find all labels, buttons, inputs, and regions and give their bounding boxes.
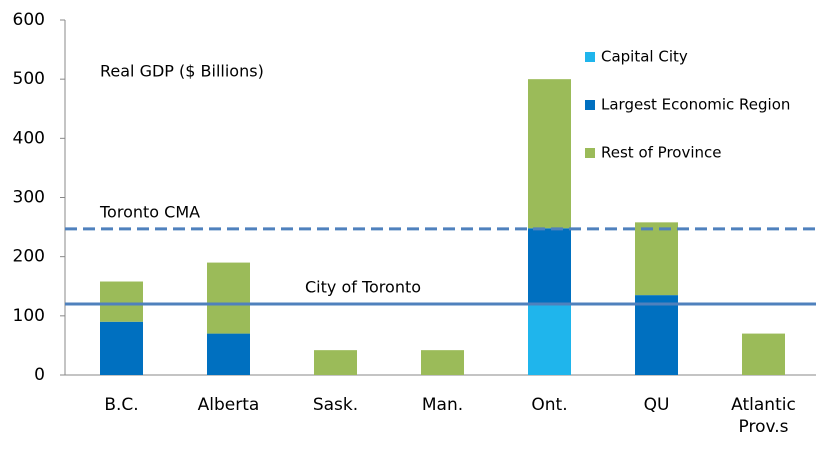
x-tick-label: Ont. xyxy=(531,395,568,415)
legend-label: Largest Economic Region xyxy=(601,96,790,114)
bar-segment xyxy=(528,304,571,375)
y-tick-label: 400 xyxy=(13,128,45,148)
bar-segment xyxy=(207,333,250,375)
reference-label: City of Toronto xyxy=(305,278,421,297)
bar-segment xyxy=(421,350,464,375)
legend-swatch xyxy=(585,100,595,110)
bar-segment xyxy=(314,350,357,375)
bar-segment xyxy=(528,228,571,304)
bar-segment xyxy=(528,79,571,229)
legend-swatch xyxy=(585,52,595,62)
legend-swatch xyxy=(585,148,595,158)
y-tick-label: 300 xyxy=(13,188,45,208)
chart-title: Real GDP ($ Billions) xyxy=(100,62,264,81)
reference-label: Toronto CMA xyxy=(99,202,200,221)
x-tick-label: Sask. xyxy=(312,395,359,415)
x-tick-label: QU xyxy=(643,395,670,415)
bar-segment xyxy=(100,321,143,375)
y-tick-label: 200 xyxy=(13,247,45,267)
bar-segment xyxy=(100,281,143,322)
legend-label: Capital City xyxy=(601,48,688,66)
x-tick-label: B.C. xyxy=(104,395,139,415)
bar-segment xyxy=(635,295,678,375)
bar-segment xyxy=(207,262,250,334)
bar-segment xyxy=(635,222,678,296)
x-tick-label: Atlantic Prov.s xyxy=(731,395,796,437)
y-tick-label: 100 xyxy=(13,306,45,326)
x-tick-label: Man. xyxy=(421,395,464,415)
legend-label: Rest of Province xyxy=(601,144,722,162)
x-tick-label: Alberta xyxy=(197,395,260,415)
y-tick-label: 500 xyxy=(13,69,45,89)
y-tick-label: 600 xyxy=(13,10,45,30)
y-tick-label: 0 xyxy=(34,365,45,385)
bar-segment xyxy=(742,333,785,375)
